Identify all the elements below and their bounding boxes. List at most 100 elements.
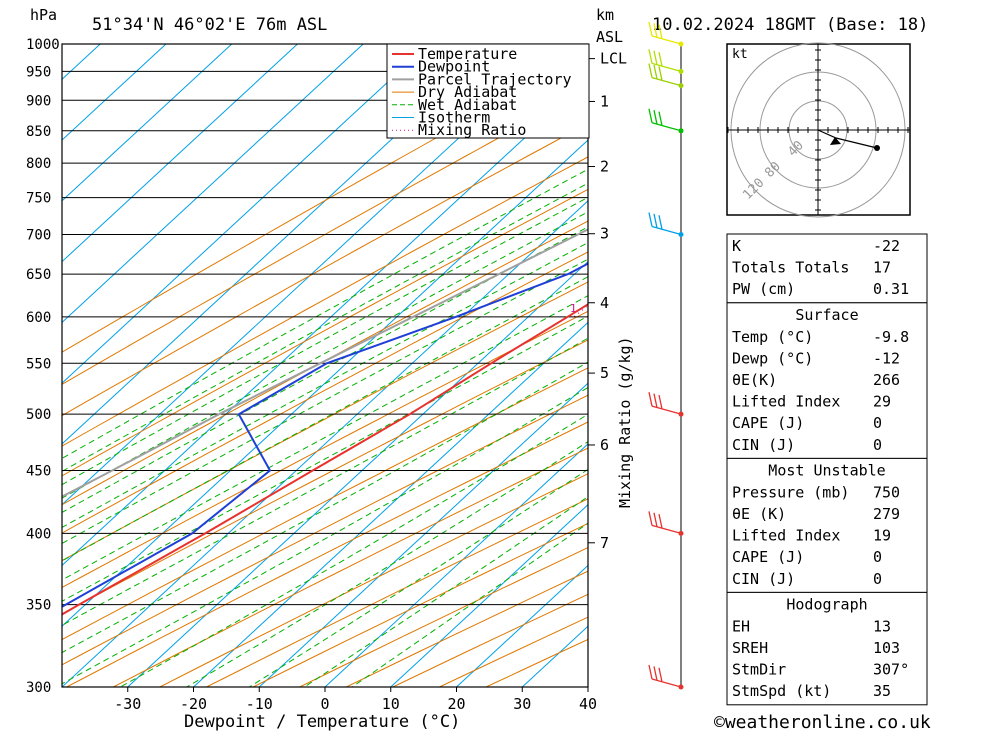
location-title: 51°34'N 46°02'E 76m ASL bbox=[92, 15, 327, 35]
wind-barb-feather bbox=[649, 64, 652, 78]
km-tick-label: 1 bbox=[600, 92, 609, 110]
hodograph-table-value: 307° bbox=[873, 661, 909, 679]
surface-label: Dewp (°C) bbox=[732, 349, 813, 367]
temperature-tick-label: 30 bbox=[513, 695, 531, 713]
hpa-unit-label: hPa bbox=[30, 6, 57, 24]
asl-unit-label: ASL bbox=[596, 28, 623, 46]
surface-value: 0 bbox=[873, 414, 882, 432]
most-unstable-value: 750 bbox=[873, 483, 900, 501]
surface-value: 0 bbox=[873, 436, 882, 454]
pressure-tick-label: 350 bbox=[26, 598, 51, 614]
km-tick-label: LCL bbox=[600, 50, 627, 68]
wind-barb-feather bbox=[649, 665, 652, 679]
pressure-tick-label: 850 bbox=[26, 124, 51, 140]
wind-barbs bbox=[649, 22, 684, 690]
surface-label: Temp (°C) bbox=[732, 328, 813, 346]
mixing-ratio-axis-label: Mixing Ratio (g/kg) bbox=[616, 336, 634, 508]
indices-value: 0.31 bbox=[873, 280, 909, 298]
x-axis-label: Dewpoint / Temperature (°C) bbox=[184, 712, 460, 732]
wind-barb-feather bbox=[659, 215, 662, 229]
isotherm-line bbox=[0, 44, 560, 687]
surface-value: -12 bbox=[873, 349, 900, 367]
pressure-tick-label: 400 bbox=[26, 526, 51, 542]
most-unstable-label: Pressure (mb) bbox=[732, 483, 849, 501]
most-unstable-label: CAPE (J) bbox=[732, 548, 804, 566]
pressure-tick-label: 950 bbox=[26, 64, 51, 80]
hodograph-end-point bbox=[874, 145, 880, 151]
wind-barb-feather bbox=[659, 514, 662, 528]
indices-label: PW (cm) bbox=[732, 280, 795, 298]
pressure-tick-label: 300 bbox=[26, 680, 51, 696]
hodograph-table-label: EH bbox=[732, 617, 750, 635]
pressure-tick-label: 750 bbox=[26, 191, 51, 207]
wind-barb-feather bbox=[649, 49, 652, 63]
pressure-tick-label: 800 bbox=[26, 156, 51, 172]
wind-barb-feather bbox=[659, 66, 662, 80]
surface-label: CIN (J) bbox=[732, 436, 795, 454]
datetime-label: 10.02.2024 18GMT (Base: 18) bbox=[652, 15, 928, 35]
most-unstable-label: θE (K) bbox=[732, 505, 786, 523]
wind-barb-feather bbox=[659, 112, 662, 126]
most-unstable-value: 0 bbox=[873, 570, 882, 588]
wind-barb-feather bbox=[654, 214, 657, 228]
wind-barb-feather bbox=[659, 52, 662, 66]
most-unstable-value: 279 bbox=[873, 505, 900, 523]
isotherm-line bbox=[0, 44, 166, 687]
pressure-axis: 3003504004505005506006507007508008509009… bbox=[26, 37, 60, 696]
hodograph-table-value: 13 bbox=[873, 617, 891, 635]
isotherm-line bbox=[0, 44, 429, 687]
wind-barb-feather bbox=[649, 511, 652, 525]
indices-label: K bbox=[732, 237, 741, 255]
surface-label: Lifted Index bbox=[732, 393, 840, 411]
most-unstable-title: Most Unstable bbox=[768, 461, 885, 479]
surface-value: 29 bbox=[873, 393, 891, 411]
pressure-tick-label: 600 bbox=[26, 310, 51, 326]
hodograph-table-title: Hodograph bbox=[786, 595, 867, 613]
pressure-tick-label: 650 bbox=[26, 267, 51, 283]
isotherm-line bbox=[0, 44, 495, 687]
temperature-tick-label: -10 bbox=[246, 695, 273, 713]
hodograph-table-value: 35 bbox=[873, 682, 891, 700]
isotherm-line bbox=[0, 44, 363, 687]
temperature-tick-label: 40 bbox=[579, 695, 597, 713]
temperature-tick-label: -30 bbox=[114, 695, 141, 713]
temperature-tick-label: 10 bbox=[382, 695, 400, 713]
wind-barb-feather bbox=[659, 395, 662, 409]
most-unstable-label: Lifted Index bbox=[732, 527, 840, 545]
pressure-tick-label: 900 bbox=[26, 93, 51, 109]
wind-barb-feather bbox=[649, 212, 652, 226]
hodograph-unit: kt bbox=[732, 47, 748, 62]
isotherm-line bbox=[128, 44, 824, 687]
surface-label: θE(K) bbox=[732, 371, 777, 389]
hodograph: kt 40 80 120 bbox=[727, 43, 910, 217]
pressure-tick-label: 500 bbox=[26, 407, 51, 423]
surface-value: -9.8 bbox=[873, 328, 909, 346]
km-tick-label: 7 bbox=[600, 534, 609, 552]
km-tick-label: 5 bbox=[600, 364, 609, 382]
pressure-tick-label: 450 bbox=[26, 463, 51, 479]
wind-barb-feather bbox=[654, 394, 657, 408]
wind-barb-feather bbox=[654, 513, 657, 527]
km-tick-label: 2 bbox=[600, 158, 609, 176]
copyright-footer: ©weatheronline.co.uk bbox=[714, 712, 931, 733]
surface-value: 266 bbox=[873, 371, 900, 389]
km-tick-label: 3 bbox=[600, 225, 609, 243]
temperature-tick-label: 0 bbox=[320, 695, 329, 713]
indices-value: 17 bbox=[873, 259, 891, 277]
wind-barb-feather bbox=[649, 392, 652, 406]
most-unstable-value: 19 bbox=[873, 527, 891, 545]
surface-title: Surface bbox=[795, 306, 858, 324]
pressure-tick-label: 700 bbox=[26, 227, 51, 243]
hodograph-table-value: 103 bbox=[873, 639, 900, 657]
wind-barb-feather bbox=[654, 666, 657, 680]
km-tick-label: 6 bbox=[600, 436, 609, 454]
indices-label: Totals Totals bbox=[732, 259, 849, 277]
surface-label: CAPE (J) bbox=[732, 414, 804, 432]
wind-barb-feather bbox=[654, 65, 657, 79]
wind-barb-feather bbox=[649, 109, 652, 123]
most-unstable-label: CIN (J) bbox=[732, 570, 795, 588]
